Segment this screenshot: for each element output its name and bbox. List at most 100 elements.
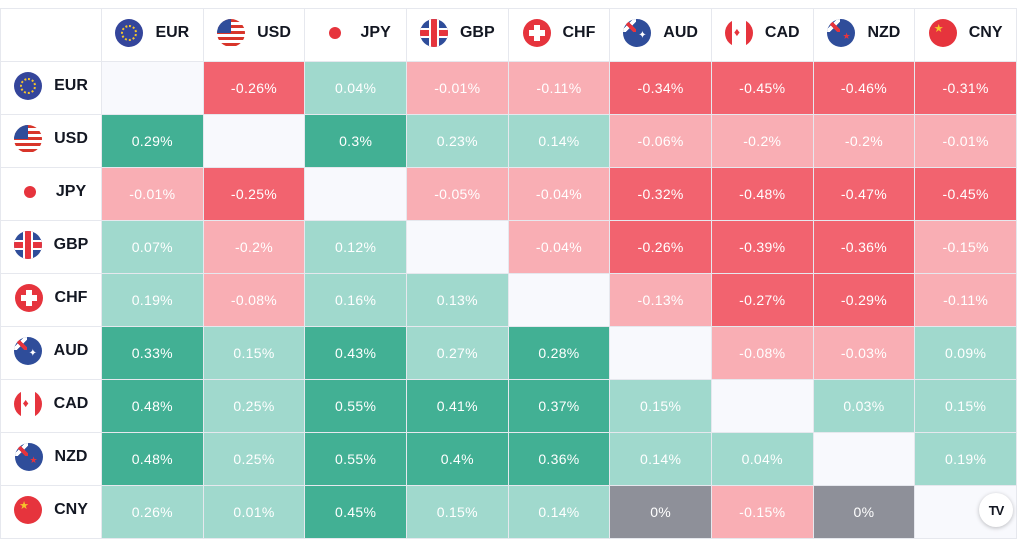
heatmap-cell-usd-jpy[interactable]: 0.3%: [304, 114, 407, 168]
heatmap-cell-eur-gbp[interactable]: -0.01%: [405, 61, 509, 115]
heatmap-cell-eur-aud[interactable]: -0.34%: [609, 61, 712, 115]
heatmap-cell-jpy-chf[interactable]: -0.04%: [507, 167, 611, 221]
heatmap-cell-cad-chf[interactable]: 0.37%: [507, 379, 611, 433]
heatmap-cell-cad-usd[interactable]: 0.25%: [202, 379, 306, 433]
heatmap-cell-chf-jpy[interactable]: 0.16%: [304, 273, 407, 327]
heatmap-cell-cad-eur[interactable]: 0.48%: [101, 379, 204, 433]
heatmap-cell-jpy-nzd[interactable]: -0.47%: [812, 167, 916, 221]
heatmap-cell-aud-cad[interactable]: -0.08%: [710, 326, 814, 380]
heatmap-cell-cny-nzd[interactable]: 0%: [812, 485, 916, 539]
heatmap-cell-jpy-jpy: [304, 167, 407, 221]
heatmap-cell-gbp-aud[interactable]: -0.26%: [609, 220, 712, 274]
heatmap-cell-jpy-gbp[interactable]: -0.05%: [405, 167, 509, 221]
heatmap-cell-chf-gbp[interactable]: 0.13%: [405, 273, 509, 327]
tradingview-logo-icon[interactable]: TV: [979, 493, 1013, 527]
heatmap-cell-cny-jpy[interactable]: 0.45%: [304, 485, 407, 539]
heatmap-cell-aud-gbp[interactable]: 0.27%: [405, 326, 509, 380]
col-header-cny[interactable]: CNY: [914, 8, 1017, 62]
heatmap-cell-gbp-jpy[interactable]: 0.12%: [304, 220, 407, 274]
heatmap-cell-gbp-chf[interactable]: -0.04%: [507, 220, 611, 274]
heatmap-cell-cny-usd[interactable]: 0.01%: [202, 485, 306, 539]
row-header-eur[interactable]: EUR: [0, 61, 102, 115]
heatmap-cell-cny-eur[interactable]: 0.26%: [101, 485, 204, 539]
heatmap-cell-nzd-aud[interactable]: 0.14%: [609, 432, 712, 486]
heatmap-cell-nzd-usd[interactable]: 0.25%: [202, 432, 306, 486]
heatmap-cell-jpy-eur[interactable]: -0.01%: [101, 167, 204, 221]
col-header-cad[interactable]: CAD: [710, 8, 814, 62]
heatmap-cell-chf-eur[interactable]: 0.19%: [101, 273, 204, 327]
heatmap-cell-nzd-jpy[interactable]: 0.55%: [304, 432, 407, 486]
heatmap-cell-cad-aud[interactable]: 0.15%: [609, 379, 712, 433]
heatmap-cell-cny-aud[interactable]: 0%: [609, 485, 712, 539]
heatmap-cell-nzd-eur[interactable]: 0.48%: [101, 432, 204, 486]
heatmap-cell-usd-eur[interactable]: 0.29%: [101, 114, 204, 168]
heatmap-row-usd: USD 0.29% 0.3% 0.23% 0.14% -0.06% -0.2% -0.2% -0…: [0, 114, 1017, 168]
heatmap-cell-usd-nzd[interactable]: -0.2%: [812, 114, 916, 168]
col-label: USD: [257, 23, 291, 41]
col-header-nzd[interactable]: NZD: [812, 8, 916, 62]
col-header-chf[interactable]: CHF: [507, 8, 611, 62]
heatmap-cell-chf-usd[interactable]: -0.08%: [202, 273, 306, 327]
col-header-gbp[interactable]: GBP: [405, 8, 509, 62]
heatmap-cell-cny-gbp[interactable]: 0.15%: [405, 485, 509, 539]
heatmap-cell-chf-aud[interactable]: -0.13%: [609, 273, 712, 327]
heatmap-cell-cad-cny[interactable]: 0.15%: [914, 379, 1017, 433]
heatmap-cell-aud-cny[interactable]: 0.09%: [914, 326, 1017, 380]
heatmap-cell-nzd-cny[interactable]: 0.19%: [914, 432, 1017, 486]
col-header-usd[interactable]: USD: [202, 8, 306, 62]
heatmap-cell-jpy-aud[interactable]: -0.32%: [609, 167, 712, 221]
heatmap-cell-gbp-cny[interactable]: -0.15%: [914, 220, 1017, 274]
heatmap-cell-usd-gbp[interactable]: 0.23%: [405, 114, 509, 168]
col-label: JPY: [360, 23, 391, 41]
col-header-aud[interactable]: AUD: [609, 8, 712, 62]
heatmap-cell-aud-nzd[interactable]: -0.03%: [812, 326, 916, 380]
heatmap-cell-jpy-cad[interactable]: -0.48%: [710, 167, 814, 221]
heatmap-cell-eur-cny[interactable]: -0.31%: [914, 61, 1017, 115]
heatmap-cell-gbp-eur[interactable]: 0.07%: [101, 220, 204, 274]
heatmap-cell-chf-nzd[interactable]: -0.29%: [812, 273, 916, 327]
row-header-cny[interactable]: CNY: [0, 485, 102, 539]
row-header-chf[interactable]: CHF: [0, 273, 102, 327]
heatmap-cell-eur-jpy[interactable]: 0.04%: [304, 61, 407, 115]
heatmap-cell-aud-jpy[interactable]: 0.43%: [304, 326, 407, 380]
heatmap-cell-nzd-cad[interactable]: 0.04%: [710, 432, 814, 486]
corner-cell: [0, 8, 102, 62]
heatmap-cell-usd-aud[interactable]: -0.06%: [609, 114, 712, 168]
heatmap-cell-chf-cny[interactable]: -0.11%: [914, 273, 1017, 327]
eu-flag-icon: [14, 71, 43, 100]
heatmap-cell-chf-cad[interactable]: -0.27%: [710, 273, 814, 327]
heatmap-cell-eur-cad[interactable]: -0.45%: [710, 61, 814, 115]
heatmap-cell-jpy-usd[interactable]: -0.25%: [202, 167, 306, 221]
row-header-nzd[interactable]: NZD: [0, 432, 102, 486]
heatmap-cell-eur-chf[interactable]: -0.11%: [507, 61, 611, 115]
heatmap-cell-jpy-cny[interactable]: -0.45%: [914, 167, 1017, 221]
heatmap-cell-eur-usd[interactable]: -0.26%: [202, 61, 306, 115]
heatmap-cell-cad-jpy[interactable]: 0.55%: [304, 379, 407, 433]
heatmap-cell-cad-gbp[interactable]: 0.41%: [405, 379, 509, 433]
row-header-usd[interactable]: USD: [0, 114, 102, 168]
heatmap-cell-usd-cad[interactable]: -0.2%: [710, 114, 814, 168]
heatmap-cell-gbp-cad[interactable]: -0.39%: [710, 220, 814, 274]
heatmap-cell-cny-cad[interactable]: -0.15%: [710, 485, 814, 539]
col-header-jpy[interactable]: JPY: [304, 8, 407, 62]
row-header-gbp[interactable]: GBP: [0, 220, 102, 274]
col-label: NZD: [867, 23, 901, 41]
heatmap-cell-usd-cny[interactable]: -0.01%: [914, 114, 1017, 168]
heatmap-cell-eur-nzd[interactable]: -0.46%: [812, 61, 916, 115]
uk-flag-icon: [419, 18, 448, 47]
col-header-eur[interactable]: EUR: [101, 8, 204, 62]
heatmap-cell-aud-eur[interactable]: 0.33%: [101, 326, 204, 380]
heatmap-cell-nzd-chf[interactable]: 0.36%: [507, 432, 611, 486]
heatmap-cell-gbp-nzd[interactable]: -0.36%: [812, 220, 916, 274]
row-header-cad[interactable]: CAD: [0, 379, 102, 433]
heatmap-cell-cad-nzd[interactable]: 0.03%: [812, 379, 916, 433]
heatmap-cell-cny-chf[interactable]: 0.14%: [507, 485, 611, 539]
row-header-aud[interactable]: AUD: [0, 326, 102, 380]
heatmap-cell-gbp-usd[interactable]: -0.2%: [202, 220, 306, 274]
heatmap-cell-aud-usd[interactable]: 0.15%: [202, 326, 306, 380]
heatmap-cell-usd-chf[interactable]: 0.14%: [507, 114, 611, 168]
row-header-jpy[interactable]: JPY: [0, 167, 102, 221]
heatmap-cell-aud-chf[interactable]: 0.28%: [507, 326, 611, 380]
row-label: CAD: [53, 394, 89, 412]
heatmap-cell-nzd-gbp[interactable]: 0.4%: [405, 432, 509, 486]
